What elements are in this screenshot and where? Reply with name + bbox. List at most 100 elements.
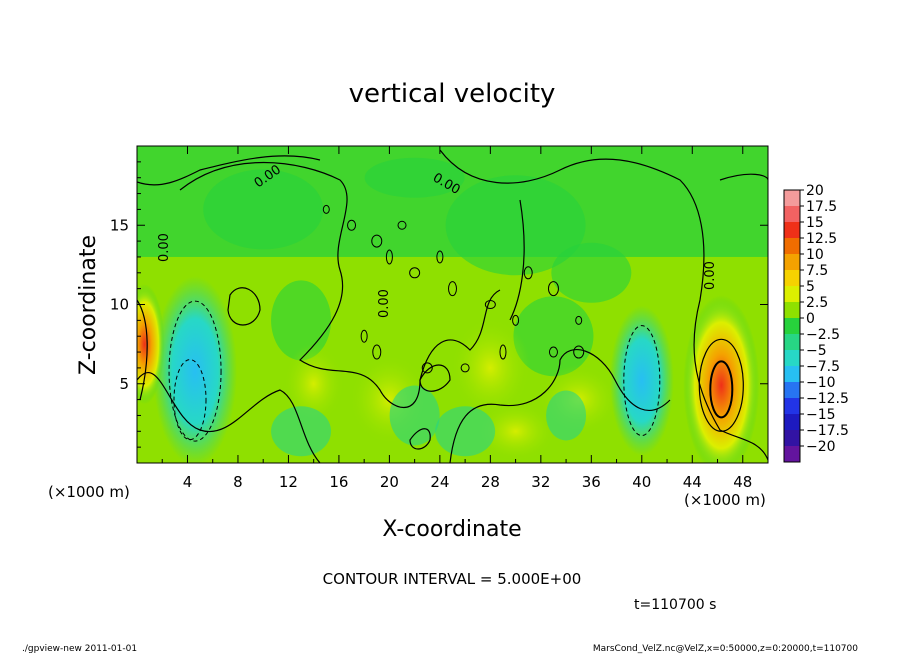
small-contour-cell (436, 250, 444, 264)
small-contour-cell (575, 315, 583, 325)
x-tick-label: 8 (233, 473, 243, 491)
plot-area (137, 146, 768, 463)
small-contour-cell (499, 344, 507, 360)
zero-contour (137, 372, 321, 463)
colorbar-label: 10 (806, 247, 824, 263)
negative-contour (623, 325, 661, 437)
colorbar-swatch (784, 286, 800, 303)
colorbar-swatch (784, 318, 800, 335)
updraft-core (137, 284, 165, 405)
negative-contour (168, 300, 222, 442)
small-contour-cell (385, 249, 393, 265)
colorbar-label: 15 (806, 215, 824, 231)
small-contour-cell (523, 266, 533, 280)
contour-label: 0.00 (703, 261, 718, 290)
colorbar-swatch (784, 254, 800, 271)
small-contour-cell (371, 234, 383, 248)
zero-contour (419, 364, 451, 392)
x-tick-label: 20 (380, 473, 399, 491)
small-contour-cell (372, 344, 382, 360)
zero-contour (509, 199, 525, 321)
colorbar-label: −2.5 (806, 327, 840, 343)
colorbar-label: −10 (806, 375, 836, 391)
x-tick-label: 32 (531, 473, 550, 491)
x-axis-label: X-coordinate (382, 517, 521, 542)
colorbar-label: 2.5 (806, 295, 828, 311)
colorbar-label: −17.5 (806, 423, 849, 439)
calm-patch (551, 242, 632, 303)
contour-lines (137, 149, 768, 463)
chart-title: vertical velocity (349, 79, 556, 109)
small-contour-cell (484, 300, 496, 309)
colorbar-label: 0 (806, 311, 815, 327)
colorbar-frame (783, 189, 801, 463)
calm-patch (203, 169, 324, 250)
y-tick-label: 15 (110, 216, 129, 234)
zero-contour (719, 173, 768, 181)
velocity-field (137, 146, 768, 463)
x-tick-label: 24 (430, 473, 449, 491)
small-contour-cell (448, 281, 457, 297)
downdraft-core (609, 305, 674, 456)
contour-label: 0.00 (157, 233, 172, 262)
contour-5 (698, 338, 744, 432)
footer-left: ./gpview-new 2011-01-01 (22, 644, 137, 654)
colorbar-swatch (784, 206, 800, 223)
y-tick-label: 5 (119, 375, 129, 393)
footer-right: MarsCond_VelZ.nc@VelZ,x=0:50000,z=0:2000… (593, 644, 858, 654)
colorbar-label: −5 (806, 343, 827, 359)
x-tick-label: 4 (183, 473, 193, 491)
zero-contour (227, 287, 261, 326)
colorbar-label: 20 (806, 183, 824, 199)
small-contour-cell (397, 220, 407, 230)
small-contour-cell (512, 314, 520, 326)
x-axis: 4 8 12 16 20 24 28 32 36 40 44 48 (161, 146, 752, 491)
x-tick-label: 36 (582, 473, 601, 491)
colorbar-label: 5 (806, 279, 815, 295)
small-contour-cell (360, 329, 368, 343)
weak-downdraft (546, 390, 587, 441)
colorbar-swatch (784, 414, 800, 431)
weak-updraft (450, 317, 531, 418)
colorbar-swatch (784, 366, 800, 383)
x-unit-right: (×1000 m) (684, 491, 766, 509)
colorbar-label: −20 (806, 439, 836, 455)
negative-contour (173, 359, 207, 441)
contour-label: 0.00 (377, 289, 392, 318)
small-contour-cell (548, 346, 558, 358)
calm-patch (445, 175, 586, 276)
colorbar-label: 12.5 (806, 231, 837, 247)
x-tick-label: 40 (632, 473, 651, 491)
colorbar-swatch (784, 238, 800, 255)
small-contour-cell (547, 281, 559, 297)
updraft-core (683, 295, 760, 463)
calm-patch (364, 157, 465, 198)
weak-updraft (475, 401, 556, 462)
small-contour-cell (347, 219, 357, 231)
weak-downdraft (271, 406, 332, 457)
small-contour-cell (460, 363, 470, 373)
colorbar-swatch (784, 430, 800, 447)
weak-updraft (283, 343, 344, 424)
x-tick-label: 16 (329, 473, 348, 491)
weak-downdraft (435, 406, 496, 457)
colorbar-swatch (784, 382, 800, 399)
colorbar-label: −12.5 (806, 391, 849, 407)
colorbar: 2017.51512.5107.552.50−2.5−5−7.5−10−12.5… (783, 183, 849, 463)
y-tick-label: 10 (110, 296, 129, 314)
small-contour-cell (573, 345, 585, 359)
downdraft-core (153, 276, 238, 463)
colorbar-label: 17.5 (806, 199, 837, 215)
colorbar-swatch (784, 190, 800, 207)
weak-downdraft (389, 385, 440, 446)
calm-patch (513, 296, 594, 377)
colorbar-label: −15 (806, 407, 836, 423)
contour-10 (709, 360, 734, 419)
colorbar-swatch (784, 222, 800, 239)
y-axis: 5 10 15 (110, 161, 768, 448)
x-tick-label: 28 (481, 473, 500, 491)
colorbar-swatch (784, 334, 800, 351)
x-tick-label: 44 (683, 473, 702, 491)
small-contour-cell (409, 267, 421, 279)
